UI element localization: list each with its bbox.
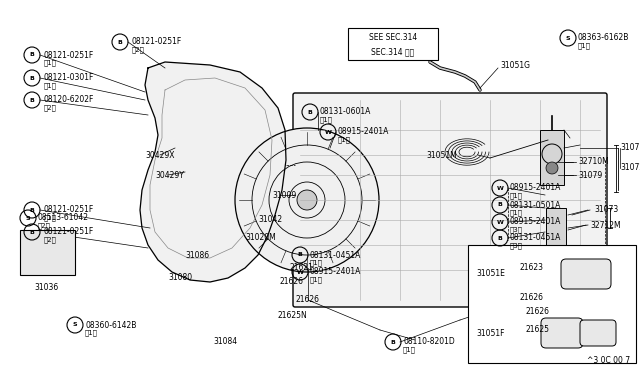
Text: 32712M: 32712M xyxy=(590,221,621,230)
Text: 08120-6202F: 08120-6202F xyxy=(44,96,94,105)
Text: 31051F: 31051F xyxy=(476,328,504,337)
FancyBboxPatch shape xyxy=(293,93,607,307)
Text: B: B xyxy=(298,253,303,257)
Text: B: B xyxy=(390,340,396,344)
Circle shape xyxy=(546,162,558,174)
Text: 21621: 21621 xyxy=(290,263,314,273)
Text: （2）: （2） xyxy=(44,105,57,111)
Circle shape xyxy=(297,190,317,210)
Text: （1）: （1） xyxy=(85,330,98,336)
Text: 21623: 21623 xyxy=(520,263,544,273)
Text: （1）: （1） xyxy=(310,277,323,283)
Text: W: W xyxy=(324,129,332,135)
Text: 08121-0251F: 08121-0251F xyxy=(44,228,94,237)
Text: 31051G: 31051G xyxy=(500,61,530,70)
Text: 08513-61042: 08513-61042 xyxy=(38,214,89,222)
Bar xyxy=(20,230,75,275)
Text: （2）: （2） xyxy=(38,223,51,229)
Text: 31073: 31073 xyxy=(594,205,618,215)
Text: （1）: （1） xyxy=(510,193,523,199)
Text: （3）: （3） xyxy=(510,227,523,233)
Text: 31080: 31080 xyxy=(168,273,192,282)
Text: 21625N: 21625N xyxy=(278,311,308,320)
Text: W: W xyxy=(296,269,303,275)
Polygon shape xyxy=(140,62,286,282)
Text: （1）: （1） xyxy=(310,260,323,266)
Bar xyxy=(546,208,566,246)
FancyBboxPatch shape xyxy=(580,320,616,346)
Text: （3）: （3） xyxy=(510,243,523,249)
Text: 31051M: 31051M xyxy=(426,151,457,160)
Text: 31009: 31009 xyxy=(272,190,296,199)
Text: （1）: （1） xyxy=(403,347,416,353)
Text: 08121-0251F: 08121-0251F xyxy=(132,38,182,46)
Text: 31086: 31086 xyxy=(185,250,209,260)
Text: B: B xyxy=(29,76,35,80)
Text: 31079: 31079 xyxy=(578,170,602,180)
Text: （1）: （1） xyxy=(44,215,57,221)
Text: 08363-6162B: 08363-6162B xyxy=(578,33,629,42)
Text: B: B xyxy=(29,208,35,212)
Text: S: S xyxy=(26,215,30,221)
Text: ^3 0C 00 7: ^3 0C 00 7 xyxy=(587,356,630,365)
Text: SEE SEC.314: SEE SEC.314 xyxy=(369,33,417,42)
Text: 32710M: 32710M xyxy=(578,157,609,167)
Text: 21625: 21625 xyxy=(525,326,549,334)
Text: 21626: 21626 xyxy=(520,294,544,302)
Text: 30429Y: 30429Y xyxy=(155,170,184,180)
Text: B: B xyxy=(497,202,502,208)
Text: 21626: 21626 xyxy=(280,278,304,286)
Text: 31042: 31042 xyxy=(258,215,282,224)
Text: 08131-0601A: 08131-0601A xyxy=(320,108,371,116)
Text: W: W xyxy=(497,186,504,190)
Text: （1）: （1） xyxy=(338,137,351,143)
Text: 31077: 31077 xyxy=(620,144,640,153)
Text: （2）: （2） xyxy=(44,237,57,243)
Text: 08131-0501A: 08131-0501A xyxy=(510,201,561,209)
Text: B: B xyxy=(29,52,35,58)
Text: 31036: 31036 xyxy=(35,283,59,292)
Text: 31020M: 31020M xyxy=(245,234,276,243)
Text: 08915-2401A: 08915-2401A xyxy=(510,183,561,192)
Bar xyxy=(540,130,564,185)
Bar xyxy=(468,245,636,363)
Text: 31084: 31084 xyxy=(213,337,237,346)
Text: B: B xyxy=(29,230,35,234)
Text: 08110-8201D: 08110-8201D xyxy=(403,337,455,346)
Text: 08131-0451A: 08131-0451A xyxy=(310,250,362,260)
FancyBboxPatch shape xyxy=(561,259,611,289)
Text: （1）: （1） xyxy=(510,210,523,216)
Text: （1）: （1） xyxy=(44,83,57,89)
Text: （1）: （1） xyxy=(578,43,591,49)
FancyBboxPatch shape xyxy=(541,318,583,348)
Text: S: S xyxy=(566,35,570,41)
Circle shape xyxy=(235,128,379,272)
Text: 08360-6142B: 08360-6142B xyxy=(85,321,136,330)
Text: 08121-0251F: 08121-0251F xyxy=(44,51,94,60)
Text: 31051E: 31051E xyxy=(476,269,505,279)
Text: 21626: 21626 xyxy=(525,308,549,317)
Text: S: S xyxy=(73,323,77,327)
Text: 08915-2401A: 08915-2401A xyxy=(338,128,389,137)
Text: （1）: （1） xyxy=(320,117,333,123)
Bar xyxy=(348,28,438,60)
Text: 31072: 31072 xyxy=(620,164,640,173)
Text: （2）: （2） xyxy=(132,47,145,53)
Text: 08121-0251F: 08121-0251F xyxy=(44,205,94,215)
Text: 08915-2401A: 08915-2401A xyxy=(310,267,362,276)
Text: 21626: 21626 xyxy=(295,295,319,305)
Text: B: B xyxy=(29,97,35,103)
Text: 08915-2401A: 08915-2401A xyxy=(510,218,561,227)
Text: 08131-0451A: 08131-0451A xyxy=(510,234,561,243)
Text: B: B xyxy=(308,109,312,115)
Text: （1）: （1） xyxy=(44,60,57,66)
Text: 30429X: 30429X xyxy=(145,151,175,160)
Text: B: B xyxy=(497,235,502,241)
Text: W: W xyxy=(497,219,504,224)
Text: SEC.314 写真: SEC.314 写真 xyxy=(371,48,415,57)
Text: B: B xyxy=(118,39,122,45)
Text: 08121-0301F: 08121-0301F xyxy=(44,74,94,83)
